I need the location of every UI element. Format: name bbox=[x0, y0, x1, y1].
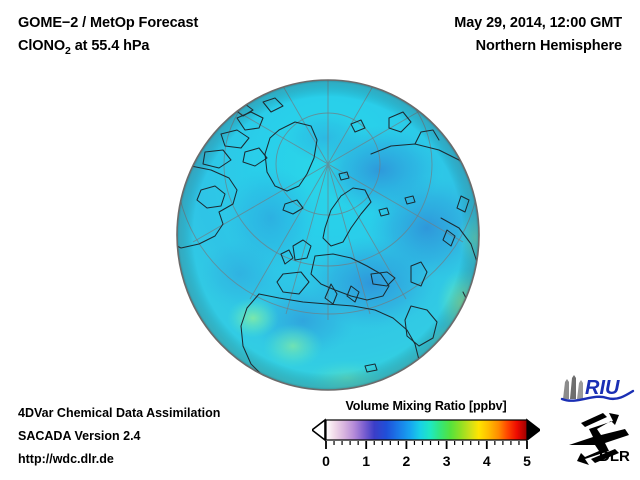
colorbar: Volume Mixing Ratio [ppbv] 0 1 2 3 4 5 bbox=[312, 399, 540, 475]
globe-data-field bbox=[177, 80, 479, 390]
svg-text:3: 3 bbox=[443, 453, 451, 469]
header-left-block: GOME−2 / MetOp Forecast ClONO2 at 55.4 h… bbox=[18, 12, 198, 63]
species-name: ClONO bbox=[18, 38, 66, 54]
colorbar-ticks bbox=[325, 441, 528, 449]
colorbar-low-arrow-cap bbox=[312, 418, 326, 442]
model-version-label: SACADA Version 2.4 bbox=[18, 429, 141, 443]
colorbar-title: Volume Mixing Ratio [ppbv] bbox=[345, 399, 507, 413]
colorbar-high-arrow-cap bbox=[526, 418, 540, 442]
svg-text:4: 4 bbox=[483, 453, 491, 469]
svg-text:2: 2 bbox=[403, 453, 411, 469]
header-right-block: May 29, 2014, 12:00 GMT Northern Hemisph… bbox=[454, 12, 622, 58]
riu-wordmark: RIU bbox=[585, 377, 620, 399]
species-level: at 55.4 hPa bbox=[70, 38, 150, 54]
timestamp-label: May 29, 2014, 12:00 GMT bbox=[454, 15, 622, 31]
hemisphere-label: Northern Hemisphere bbox=[475, 38, 622, 54]
colorbar-gradient bbox=[325, 419, 528, 441]
species-title: ClONO2 at 55.4 hPa bbox=[18, 35, 198, 63]
instrument-title: GOME−2 / MetOp Forecast bbox=[18, 15, 199, 31]
riu-skyline-icon bbox=[563, 375, 583, 399]
assimilation-method-label: 4DVar Chemical Data Assimilation bbox=[18, 406, 221, 420]
globe-map bbox=[175, 78, 481, 392]
svg-text:5: 5 bbox=[523, 453, 531, 469]
footer-credits-block: 4DVar Chemical Data Assimilation SACADA … bbox=[18, 402, 220, 471]
colorbar-tick-labels: 0 1 2 3 4 5 bbox=[322, 453, 531, 469]
dlr-logo: DLR bbox=[563, 411, 635, 465]
riu-logo: RIU bbox=[559, 373, 635, 405]
globe-limb-outline bbox=[176, 79, 480, 391]
svg-text:0: 0 bbox=[322, 453, 330, 469]
species-subscript: 2 bbox=[65, 44, 71, 57]
dlr-mark-icon bbox=[569, 413, 629, 465]
svg-text:1: 1 bbox=[362, 453, 370, 469]
riu-swoosh-icon bbox=[560, 389, 635, 402]
dlr-wordmark: DLR bbox=[599, 448, 630, 465]
source-url-label[interactable]: http://wdc.dlr.de bbox=[18, 452, 114, 466]
